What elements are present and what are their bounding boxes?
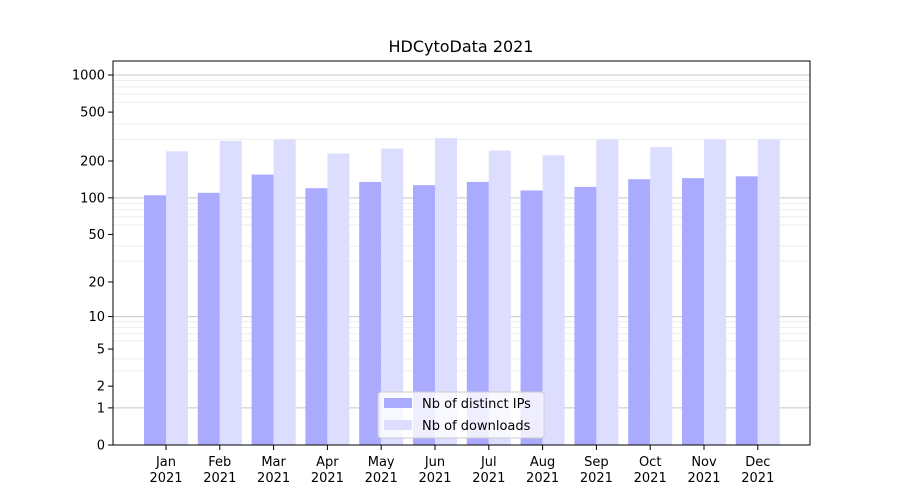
x-tick-label-year: 2021 [149,471,182,486]
x-tick-label-month: Apr [316,455,339,470]
bar-downloads-nov [704,139,726,445]
chart-title: HDCytoData 2021 [388,37,533,56]
y-tick-label: 2 [97,380,105,395]
x-tick-label-year: 2021 [472,471,505,486]
legend-label-distinct-ips: Nb of distinct IPs [422,397,531,412]
bar-distinct-ips-jul [466,181,489,445]
x-tick-label-month: Aug [530,455,555,470]
x-tick-label-month: Nov [691,455,717,470]
bar-distinct-ips-may [359,181,382,445]
x-axis: Jan2021Feb2021Mar2021Apr2021May2021Jun20… [149,445,774,486]
bar-distinct-ips-feb [197,192,220,445]
y-tick-label: 0 [97,439,105,454]
x-tick-label-month: Jan [155,455,176,470]
legend-swatch-distinct-ips [384,398,412,408]
x-tick-label-month: Oct [639,455,661,470]
x-tick-label-year: 2021 [203,471,236,486]
bar-distinct-ips-mar [251,174,274,445]
bar-downloads-sep [596,139,619,445]
bar-distinct-ips-jan [144,195,166,445]
x-tick-label-year: 2021 [634,471,667,486]
y-tick-label: 500 [80,106,105,121]
y-tick-label: 100 [80,191,105,206]
bar-downloads-mar [273,139,296,445]
bar-distinct-ips-sep [574,186,597,446]
bar-distinct-ips-aug [520,190,543,445]
x-tick-label-year: 2021 [580,471,613,486]
legend: Nb of distinct IPs Nb of downloads [377,391,545,439]
bar-downloads-jun [435,138,457,445]
bar-downloads-may [381,148,404,446]
x-tick-label-month: Feb [208,455,231,470]
bar-downloads-jul [488,150,511,445]
x-tick-label-month: Dec [745,455,770,470]
x-tick-label-month: Mar [261,455,286,470]
bar-downloads-jan [166,151,188,445]
bar-downloads-apr [327,153,350,445]
bar-downloads-dec [757,139,780,445]
bar-downloads-feb [219,140,242,445]
bar-distinct-ips-dec [735,176,758,445]
x-tick-label-year: 2021 [526,471,559,486]
x-tick-label-year: 2021 [741,471,774,486]
plot-frame [112,60,811,446]
bar-distinct-ips-oct [628,179,651,445]
y-tick-label: 5 [97,343,105,358]
x-tick-label-month: Sep [584,455,609,470]
bar-downloads-aug [542,155,565,446]
x-tick-label-month: Jun [424,455,445,470]
bars [144,138,780,446]
bar-distinct-ips-apr [305,188,328,445]
bar-downloads-oct [650,147,673,446]
legend-swatch-downloads [384,420,412,430]
x-tick-label-year: 2021 [365,471,398,486]
x-tick-label-year: 2021 [311,471,344,486]
bar-distinct-ips-jun [413,185,435,446]
legend-box [377,391,545,439]
y-tick-label: 10 [88,310,105,325]
y-tick-label: 1 [97,401,105,416]
x-tick-label-year: 2021 [257,471,290,486]
y-tick-label: 50 [88,228,105,243]
y-tick-label: 20 [88,275,105,290]
bar-distinct-ips-nov [682,178,704,446]
x-tick-label-year: 2021 [418,471,451,486]
legend-label-downloads: Nb of downloads [422,419,531,434]
x-tick-label-month: Jul [480,455,497,470]
y-tick-label: 200 [80,155,105,170]
x-tick-label-year: 2021 [687,471,720,486]
y-tick-label: 1000 [72,69,105,84]
y-axis: 0 1 2 5 10 20 50 100 200 500 1000 [72,69,113,454]
x-tick-label-month: May [368,455,395,470]
